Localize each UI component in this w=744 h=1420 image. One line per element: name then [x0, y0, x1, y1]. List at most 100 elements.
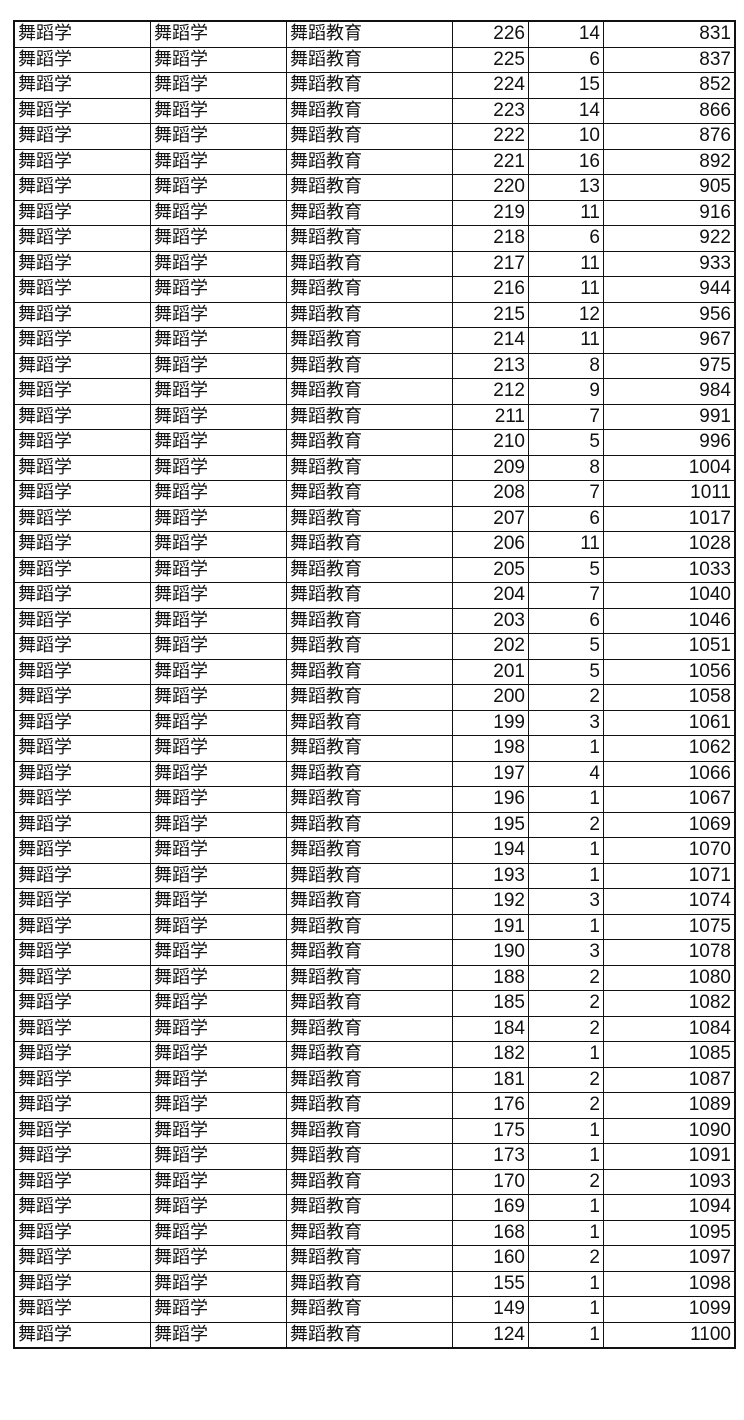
count-cell: 1	[528, 1270, 604, 1297]
table-row: 舞蹈学 舞蹈学 舞蹈教育 155 1 1098	[13, 1270, 736, 1297]
major-cell: 舞蹈学	[150, 607, 287, 634]
direction-cell: 舞蹈教育	[286, 1015, 453, 1042]
table-row: 舞蹈学 舞蹈学 舞蹈教育 224 15 852	[13, 72, 736, 99]
count-cell: 2	[528, 1168, 604, 1195]
major-cell: 舞蹈学	[150, 454, 287, 481]
direction-cell: 舞蹈教育	[286, 786, 453, 813]
category-cell: 舞蹈学	[13, 1296, 151, 1323]
count-cell: 11	[528, 327, 604, 354]
cumulative-cell: 991	[603, 403, 736, 430]
score-cell: 194	[452, 837, 529, 864]
score-cell: 226	[452, 20, 529, 48]
cumulative-cell: 876	[603, 123, 736, 150]
table-row: 舞蹈学 舞蹈学 舞蹈教育 175 1 1090	[13, 1117, 736, 1144]
direction-cell: 舞蹈教育	[286, 556, 453, 583]
count-cell: 1	[528, 735, 604, 762]
score-cell: 124	[452, 1321, 529, 1349]
score-cell: 210	[452, 429, 529, 456]
major-cell: 舞蹈学	[150, 250, 287, 277]
score-cell: 195	[452, 811, 529, 838]
table-row: 舞蹈学 舞蹈学 舞蹈教育 181 2 1087	[13, 1066, 736, 1093]
score-cell: 188	[452, 964, 529, 991]
major-cell: 舞蹈学	[150, 862, 287, 889]
direction-cell: 舞蹈教育	[286, 352, 453, 379]
table-row: 舞蹈学 舞蹈学 舞蹈教育 209 8 1004	[13, 454, 736, 481]
category-cell: 舞蹈学	[13, 378, 151, 405]
category-cell: 舞蹈学	[13, 862, 151, 889]
table-row: 舞蹈学 舞蹈学 舞蹈教育 225 6 837	[13, 46, 736, 73]
score-cell: 220	[452, 174, 529, 201]
cumulative-cell: 1075	[603, 913, 736, 940]
table-row: 舞蹈学 舞蹈学 舞蹈教育 190 3 1078	[13, 939, 736, 966]
category-cell: 舞蹈学	[13, 1321, 151, 1349]
direction-cell: 舞蹈教育	[286, 837, 453, 864]
score-cell: 199	[452, 709, 529, 736]
score-cell: 168	[452, 1219, 529, 1246]
cumulative-cell: 996	[603, 429, 736, 456]
count-cell: 3	[528, 888, 604, 915]
cumulative-cell: 1087	[603, 1066, 736, 1093]
score-cell: 202	[452, 633, 529, 660]
table-row: 舞蹈学 舞蹈学 舞蹈教育 200 2 1058	[13, 684, 736, 711]
major-cell: 舞蹈学	[150, 556, 287, 583]
cumulative-cell: 1061	[603, 709, 736, 736]
score-cell: 198	[452, 735, 529, 762]
direction-cell: 舞蹈教育	[286, 1270, 453, 1297]
count-cell: 1	[528, 1143, 604, 1170]
direction-cell: 舞蹈教育	[286, 964, 453, 991]
table-row: 舞蹈学 舞蹈学 舞蹈教育 205 5 1033	[13, 556, 736, 583]
major-cell: 舞蹈学	[150, 582, 287, 609]
score-table: 舞蹈学 舞蹈学 舞蹈教育 226 14 831 舞蹈学 舞蹈学 舞蹈教育 225 6 837 舞蹈学 舞蹈…	[13, 20, 736, 1349]
count-cell: 2	[528, 1092, 604, 1119]
score-cell: 223	[452, 97, 529, 124]
count-cell: 14	[528, 20, 604, 48]
direction-cell: 舞蹈教育	[286, 1117, 453, 1144]
direction-cell: 舞蹈教育	[286, 454, 453, 481]
major-cell: 舞蹈学	[150, 837, 287, 864]
cumulative-cell: 1095	[603, 1219, 736, 1246]
score-cell: 205	[452, 556, 529, 583]
table-row: 舞蹈学 舞蹈学 舞蹈教育 173 1 1091	[13, 1143, 736, 1170]
cumulative-cell: 916	[603, 199, 736, 226]
category-cell: 舞蹈学	[13, 1168, 151, 1195]
count-cell: 2	[528, 684, 604, 711]
direction-cell: 舞蹈教育	[286, 862, 453, 889]
major-cell: 舞蹈学	[150, 352, 287, 379]
major-cell: 舞蹈学	[150, 939, 287, 966]
direction-cell: 舞蹈教育	[286, 888, 453, 915]
score-cell: 207	[452, 505, 529, 532]
cumulative-cell: 831	[603, 20, 736, 48]
cumulative-cell: 1097	[603, 1245, 736, 1272]
count-cell: 1	[528, 1296, 604, 1323]
table-row: 舞蹈学 舞蹈学 舞蹈教育 169 1 1094	[13, 1194, 736, 1221]
table-row: 舞蹈学 舞蹈学 舞蹈教育 185 2 1082	[13, 990, 736, 1017]
cumulative-cell: 1085	[603, 1041, 736, 1068]
table-row: 舞蹈学 舞蹈学 舞蹈教育 192 3 1074	[13, 888, 736, 915]
count-cell: 2	[528, 964, 604, 991]
category-cell: 舞蹈学	[13, 709, 151, 736]
cumulative-cell: 1078	[603, 939, 736, 966]
count-cell: 4	[528, 760, 604, 787]
category-cell: 舞蹈学	[13, 250, 151, 277]
count-cell: 2	[528, 1245, 604, 1272]
table-row: 舞蹈学 舞蹈学 舞蹈教育 201 5 1056	[13, 658, 736, 685]
count-cell: 6	[528, 46, 604, 73]
score-cell: 197	[452, 760, 529, 787]
direction-cell: 舞蹈教育	[286, 429, 453, 456]
category-cell: 舞蹈学	[13, 429, 151, 456]
category-cell: 舞蹈学	[13, 276, 151, 303]
cumulative-cell: 1093	[603, 1168, 736, 1195]
category-cell: 舞蹈学	[13, 556, 151, 583]
count-cell: 1	[528, 786, 604, 813]
category-cell: 舞蹈学	[13, 582, 151, 609]
cumulative-cell: 1033	[603, 556, 736, 583]
cumulative-cell: 922	[603, 225, 736, 252]
category-cell: 舞蹈学	[13, 225, 151, 252]
cumulative-cell: 1058	[603, 684, 736, 711]
table-row: 舞蹈学 舞蹈学 舞蹈教育 176 2 1089	[13, 1092, 736, 1119]
count-cell: 11	[528, 199, 604, 226]
cumulative-cell: 1099	[603, 1296, 736, 1323]
count-cell: 3	[528, 709, 604, 736]
score-cell: 155	[452, 1270, 529, 1297]
direction-cell: 舞蹈教育	[286, 148, 453, 175]
